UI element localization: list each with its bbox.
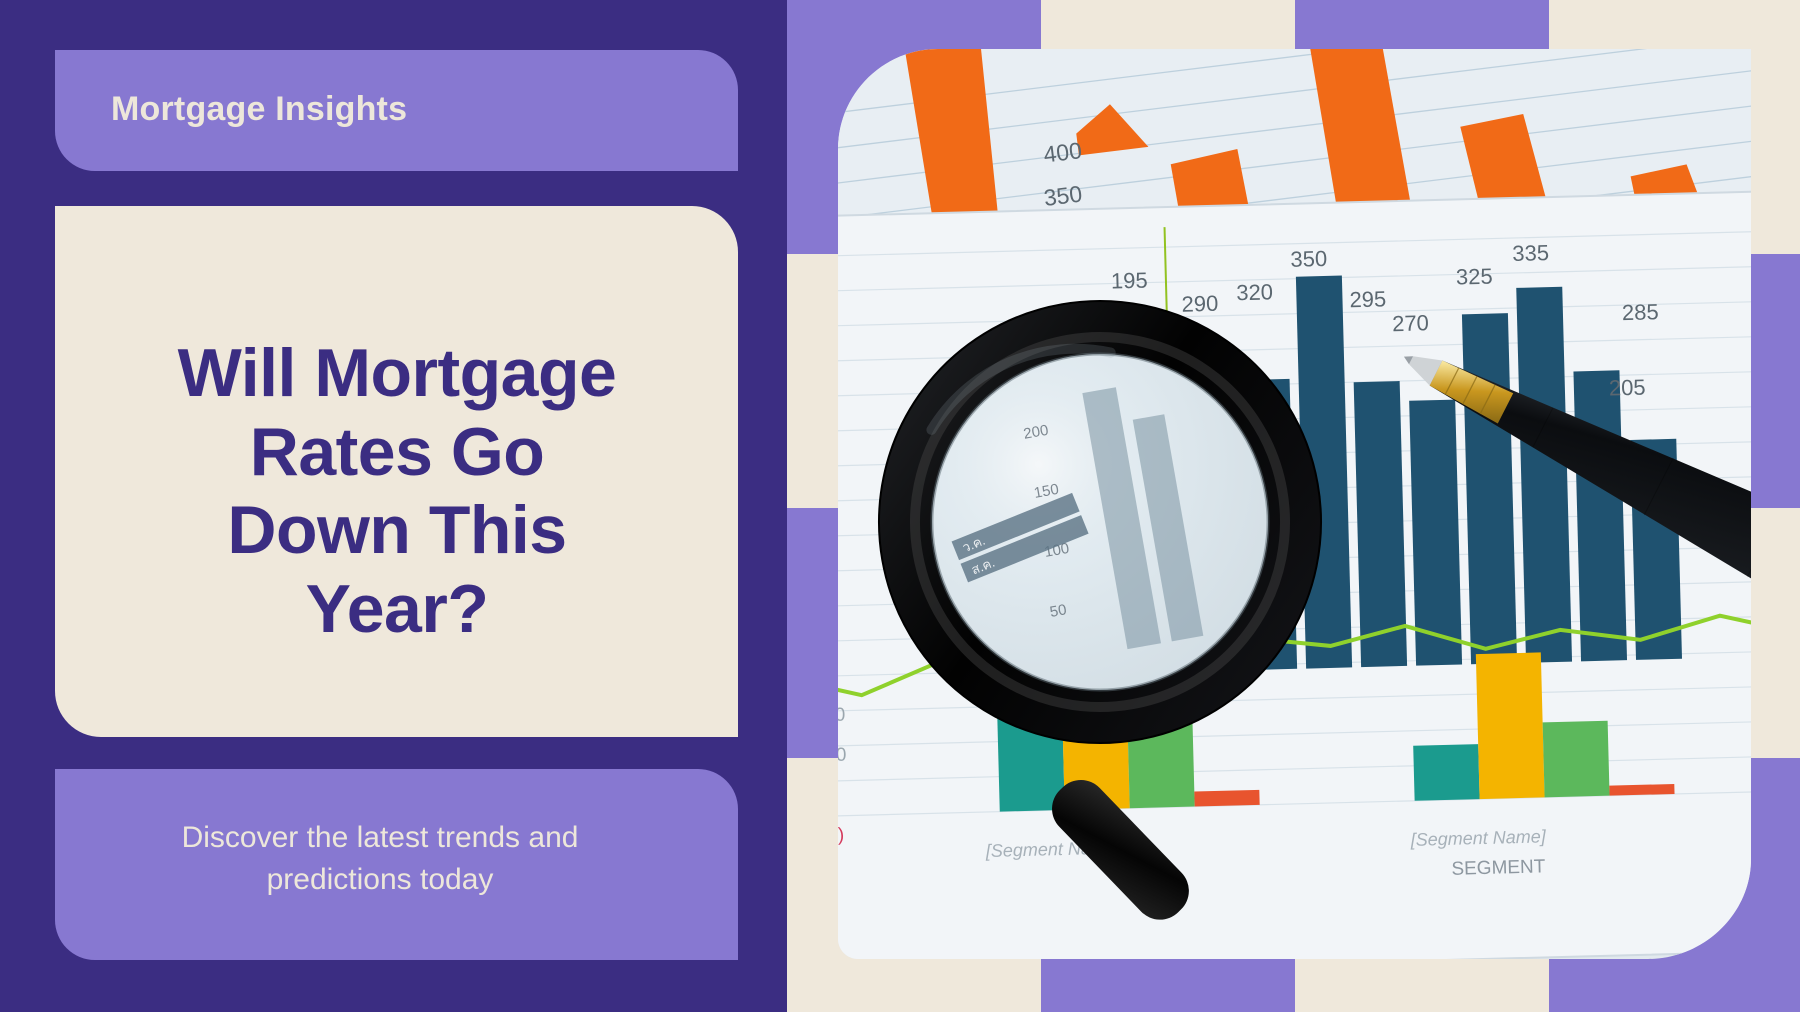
svg-text:325: 325 — [1456, 264, 1493, 290]
svg-text:350: 350 — [1290, 246, 1327, 272]
svg-text:195: 195 — [1111, 268, 1148, 294]
svg-text:335: 335 — [1512, 240, 1549, 266]
svg-text:000.00: 000.00 — [838, 745, 847, 768]
svg-text:400: 400 — [1042, 137, 1083, 167]
svg-text:SEGMENT: SEGMENT — [1451, 856, 1546, 879]
svg-text:320: 320 — [1236, 279, 1273, 305]
svg-text:[Segment Name]: [Segment Name] — [1409, 826, 1547, 850]
svg-text:285: 285 — [1622, 299, 1659, 325]
svg-text:00.00): 00.00) — [838, 825, 844, 847]
svg-text:295: 295 — [1349, 286, 1386, 312]
svg-text:205: 205 — [1609, 375, 1646, 401]
svg-text:50: 50 — [1048, 601, 1067, 621]
svg-text:000.00: 000.00 — [838, 705, 846, 728]
svg-text:350: 350 — [1042, 180, 1083, 210]
svg-text:270: 270 — [1392, 310, 1429, 336]
svg-text:290: 290 — [1181, 291, 1218, 317]
